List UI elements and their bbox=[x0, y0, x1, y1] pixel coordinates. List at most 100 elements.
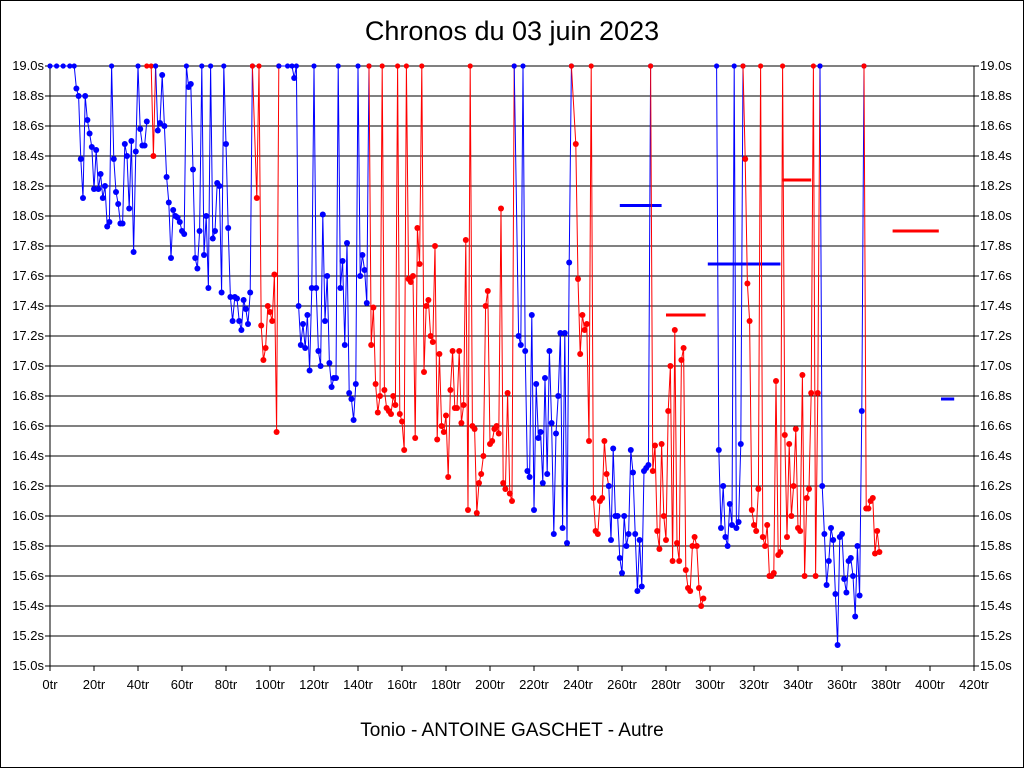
lap-point bbox=[825, 558, 832, 564]
x-tick-label: 260tr bbox=[607, 677, 637, 692]
lap-point bbox=[660, 513, 667, 519]
lap-point bbox=[339, 258, 346, 264]
lap-point bbox=[315, 348, 322, 354]
lap-point bbox=[262, 345, 269, 351]
lap-point bbox=[823, 582, 830, 588]
lap-point bbox=[176, 219, 183, 225]
lap-point bbox=[810, 63, 817, 69]
lap-point bbox=[792, 426, 799, 432]
lap-point bbox=[337, 285, 344, 291]
lap-point bbox=[577, 351, 584, 357]
lap-point bbox=[773, 378, 779, 384]
lap-point bbox=[425, 297, 432, 303]
lap-point bbox=[634, 588, 641, 594]
y-tick-label-right: 18.4s bbox=[980, 148, 1012, 163]
lap-point bbox=[528, 312, 535, 318]
lap-point bbox=[454, 405, 460, 411]
lap-point bbox=[458, 420, 465, 426]
lap-point bbox=[654, 528, 661, 534]
y-tick-label: 18.6s bbox=[12, 118, 44, 133]
lap-point bbox=[493, 423, 500, 429]
lap-point bbox=[839, 531, 845, 537]
lap-point bbox=[308, 285, 315, 291]
lap-point bbox=[648, 63, 654, 69]
lap-point bbox=[531, 507, 537, 513]
lap-point bbox=[548, 420, 555, 426]
lap-point bbox=[671, 327, 678, 333]
lap-point bbox=[165, 199, 172, 206]
lap-point bbox=[511, 63, 517, 69]
lap-point bbox=[432, 243, 438, 249]
lap-point bbox=[388, 411, 394, 417]
lap-point bbox=[374, 409, 381, 416]
lap-point bbox=[731, 63, 737, 69]
lap-point bbox=[667, 363, 674, 369]
lap-point bbox=[445, 474, 452, 480]
lap-point bbox=[190, 166, 196, 173]
lap-point bbox=[674, 540, 680, 546]
lap-point bbox=[273, 429, 280, 435]
lap-point bbox=[324, 273, 331, 279]
lap-point bbox=[124, 153, 130, 159]
lap-point bbox=[73, 85, 80, 92]
chart-title: Chronos du 03 juin 2023 bbox=[364, 16, 660, 46]
lap-point bbox=[478, 471, 485, 477]
lap-point bbox=[755, 486, 762, 492]
lap-point bbox=[102, 183, 108, 189]
y-tick-label-right: 19.0s bbox=[980, 58, 1012, 73]
y-tick-label-right: 18.2s bbox=[980, 178, 1012, 193]
lap-point bbox=[471, 426, 478, 432]
lap-point bbox=[874, 528, 881, 534]
lap-point bbox=[390, 393, 397, 399]
lap-point bbox=[504, 390, 511, 396]
lap-point bbox=[522, 348, 529, 354]
lap-point bbox=[205, 285, 212, 291]
lap-point bbox=[256, 63, 262, 69]
lap-point bbox=[572, 141, 579, 147]
lap-point bbox=[735, 519, 742, 525]
lap-point bbox=[806, 486, 812, 492]
lap-point bbox=[733, 525, 740, 531]
lap-point bbox=[192, 255, 199, 261]
x-tick-label: 120tr bbox=[299, 677, 329, 692]
lap-point bbox=[344, 240, 350, 246]
lap-point bbox=[242, 306, 249, 312]
lap-point bbox=[285, 63, 291, 69]
x-tick-label: 200tr bbox=[475, 677, 505, 692]
series bbox=[47, 63, 883, 648]
lap-point bbox=[161, 123, 168, 129]
lap-point bbox=[553, 430, 559, 437]
lap-point bbox=[852, 613, 859, 620]
lap-point bbox=[746, 318, 753, 324]
lap-point bbox=[150, 153, 157, 159]
lap-point bbox=[473, 510, 480, 516]
grid bbox=[50, 65, 974, 667]
lap-point bbox=[381, 387, 388, 393]
lap-point bbox=[291, 75, 298, 81]
lap-point bbox=[216, 183, 223, 189]
lap-point bbox=[780, 63, 786, 69]
lap-point bbox=[218, 289, 225, 296]
lap-point bbox=[95, 186, 102, 192]
lap-point bbox=[581, 327, 588, 333]
lap-point bbox=[194, 265, 201, 272]
lap-point bbox=[67, 63, 73, 69]
lap-point bbox=[764, 522, 771, 528]
lap-point bbox=[416, 261, 423, 267]
lap-point bbox=[346, 390, 353, 396]
lap-point bbox=[449, 348, 456, 354]
lap-point bbox=[253, 195, 260, 201]
lap-point bbox=[341, 342, 348, 348]
lap-point bbox=[665, 408, 672, 414]
lap-point bbox=[847, 555, 854, 561]
x-tick-label: 340tr bbox=[783, 677, 813, 692]
lap-point bbox=[623, 543, 630, 549]
lap-point bbox=[209, 235, 216, 242]
axes: 15.0s 15.0s 15.2s 15.2s 15.4s 15.4s 15.6s 15.6s… bbox=[12, 58, 1012, 692]
lap-point bbox=[715, 447, 722, 453]
lap-point bbox=[784, 534, 790, 540]
lap-point bbox=[841, 576, 848, 582]
lap-point bbox=[357, 273, 364, 279]
lap-point bbox=[753, 528, 760, 534]
